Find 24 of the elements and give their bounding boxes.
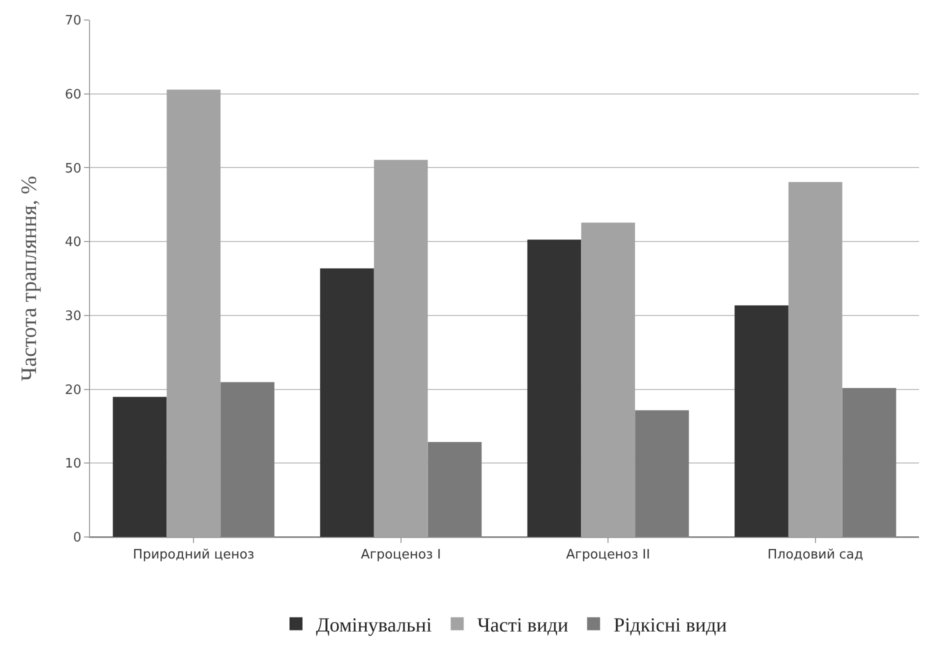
y-tick-label: 60	[64, 87, 82, 102]
y-tick-label: 0	[73, 530, 82, 546]
bar	[635, 410, 689, 537]
bar	[842, 388, 896, 537]
legend-label: Часті види	[477, 614, 569, 637]
bar	[527, 240, 582, 537]
x-tick-label: Агроценоз I	[360, 548, 441, 563]
y-tick-label: 10	[64, 456, 82, 472]
x-tick-label: Агроценоз II	[566, 548, 650, 563]
y-tick-label: 40	[64, 235, 82, 250]
y-tick-label: 30	[64, 308, 82, 324]
y-tick-label: 20	[64, 382, 82, 398]
y-axis-title: Частота трапляння, %	[16, 176, 41, 382]
legend-label: Домінувальні	[316, 614, 432, 637]
x-tick-label: Плодовий сад	[767, 548, 864, 563]
bar	[428, 442, 482, 537]
bar	[320, 268, 374, 537]
legend-label: Рідкісні види	[614, 614, 728, 637]
x-tick-label: Природний ценоз	[132, 548, 254, 563]
bar	[112, 396, 167, 537]
bar	[220, 382, 274, 537]
y-tick-label: 50	[64, 161, 82, 176]
y-tick-label: 70	[64, 14, 82, 29]
bar	[734, 305, 788, 537]
